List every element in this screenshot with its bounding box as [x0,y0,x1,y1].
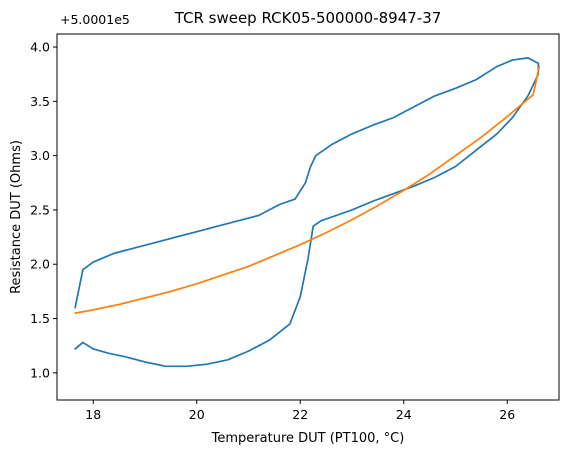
plot-area [56,33,560,401]
chart-title: TCR sweep RCK05-500000-8947-37 [174,9,442,27]
x-tick-label: 24 [396,407,412,422]
plot-frame [56,33,560,401]
series-line-1 [74,57,540,368]
x-axis-label: Temperature DUT (PT100, °C) [211,431,405,446]
y-tick-label: 3.0 [30,148,50,163]
y-tick-label: 1.0 [30,365,50,380]
series-layer [74,57,541,368]
x-tick-label: 20 [189,407,205,422]
y-tick-label: 4.0 [30,40,50,55]
x-tick-label: 18 [85,407,101,422]
series-line-2 [74,65,541,314]
y-axis-ticks: 1.0 1.5 2.0 2.5 3.0 3.5 4.0 [30,40,57,380]
x-tick-label: 26 [499,407,515,422]
y-tick-label: 3.5 [30,94,50,109]
x-tick-label: 22 [292,407,308,422]
y-axis-label: Resistance DUT (Ohms) [9,140,24,294]
y-tick-label: 2.0 [30,257,50,272]
x-axis-ticks: 18 20 22 24 26 [85,400,515,422]
y-offset-label: +5.0001e5 [60,12,130,27]
y-tick-label: 1.5 [30,311,50,326]
y-tick-label: 2.5 [30,202,50,217]
